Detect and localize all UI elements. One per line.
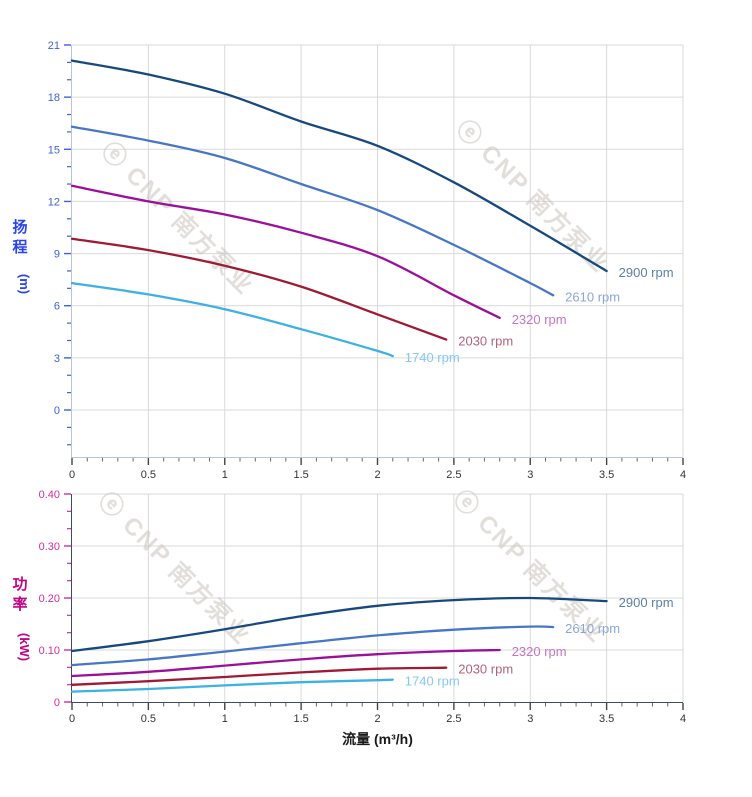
x-tick-label: 0 [69,713,75,725]
curve-2900-rpm [70,596,608,653]
y-axis-unit: (kW) [17,633,32,661]
x-tick-label: 2 [374,713,380,725]
y-axis-title: 程 [12,239,27,256]
x-axis-title: 流量 (m³/h) [342,731,413,747]
curve-label-2900-rpm: 2900 rpm [619,595,674,610]
x-tick-label: 2 [374,469,380,481]
x-tick-label: 3.5 [599,713,614,725]
y-tick-label: 0.10 [39,645,60,657]
y-tick-label: 18 [48,92,60,104]
watermark-logo-text: ⓔ CNP 南方泵业 [93,486,257,650]
x-tick-label: 4 [680,469,686,481]
curve-label-2320-rpm: 2320 rpm [512,312,567,327]
y-axis-title: 功 [12,576,27,593]
y-axis-unit: (m) [17,274,32,294]
curve-label-2030-rpm: 2030 rpm [458,334,513,349]
y-tick-label: 12 [48,196,60,208]
x-tick-label: 1.5 [293,713,308,725]
y-tick-label: 0 [54,405,60,417]
x-tick-label: 2.5 [446,713,461,725]
y-axis-title: 扬 [12,218,27,236]
x-tick-label: 3.5 [599,469,614,481]
curve-1740-rpm [70,678,394,693]
curve-label-2610-rpm: 2610 rpm [565,621,620,636]
y-tick-label: 0.30 [39,541,60,553]
y-tick-label: 0.40 [39,489,60,501]
y-tick-label: 21 [48,40,60,52]
curve-2900-rpm [70,59,608,273]
y-axis-title: 率 [12,595,27,613]
curve-label-2030-rpm: 2030 rpm [458,662,513,677]
x-tick-label: 1.5 [293,469,308,481]
curve-2030-rpm [70,666,448,686]
x-tick-label: 0 [69,469,75,481]
y-tick-label: 0 [54,697,60,709]
y-tick-label: 9 [54,249,60,261]
y-tick-label: 0.20 [39,593,60,605]
curve-2320-rpm [70,184,501,320]
x-tick-label: 0.5 [141,713,156,725]
curve-2320-rpm [70,648,501,678]
y-tick-label: 6 [54,301,60,313]
x-tick-label: 1 [222,713,228,725]
curve-label-1740-rpm: 1740 rpm [405,350,460,365]
x-tick-label: 4 [680,713,686,725]
x-tick-label: 1 [222,469,228,481]
curve-2610-rpm [70,625,555,667]
y-tick-label: 3 [54,353,60,365]
curve-label-1740-rpm: 1740 rpm [405,674,460,689]
x-tick-label: 3 [527,469,533,481]
curve-2610-rpm [70,125,555,297]
x-tick-label: 0.5 [141,469,156,481]
curve-label-2610-rpm: 2610 rpm [565,289,620,304]
curve-label-2900-rpm: 2900 rpm [619,265,674,280]
curve-2030-rpm [70,237,448,341]
x-tick-label: 3 [527,713,533,725]
curve-label-2320-rpm: 2320 rpm [512,644,567,659]
y-tick-label: 15 [48,144,60,156]
x-tick-label: 2.5 [446,469,461,481]
curve-1740-rpm [70,281,394,358]
